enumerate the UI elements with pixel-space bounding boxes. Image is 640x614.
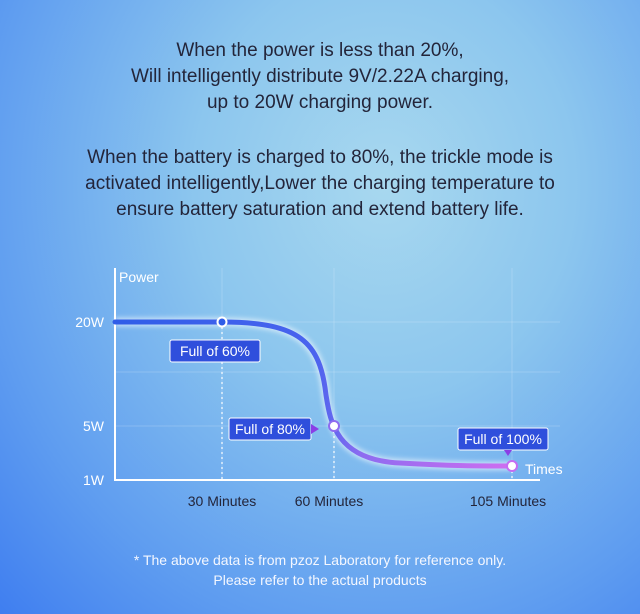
data-point — [216, 316, 228, 328]
intro-line: up to 20W charging power. — [206, 92, 434, 113]
x-tick-label: 60 Minutes — [295, 493, 363, 509]
intro-line: ensure battery saturation and extend bat… — [116, 199, 524, 220]
disclaimer-line: Please refer to the actual products — [213, 572, 427, 588]
badge-pointer — [311, 424, 319, 434]
data-point — [506, 460, 518, 472]
y-tick-label: 20W — [75, 314, 105, 330]
y-tick-label: 1W — [83, 472, 105, 488]
intro-paragraph-1: When the power is less than 20%, Will in… — [0, 38, 640, 116]
intro-line: When the battery is charged to 80%, the … — [87, 147, 553, 168]
x-tick-label: 105 Minutes — [470, 493, 546, 509]
badge-full-100: Full of 100% — [457, 427, 549, 456]
badge-label: Full of 80% — [235, 421, 305, 437]
intro-line: Will intelligently distribute 9V/2.22A c… — [130, 66, 510, 87]
badge-label: Full of 100% — [464, 431, 542, 447]
disclaimer-note: * The above data is from pzoz Laboratory… — [0, 550, 640, 590]
badge-full-60: Full of 60% — [169, 339, 261, 363]
y-axis-label: Power — [119, 269, 159, 285]
badge-full-80: Full of 80% — [228, 417, 319, 441]
x-tick-label: 30 Minutes — [188, 493, 256, 509]
x-axis-label: Times — [525, 461, 563, 477]
data-point — [328, 420, 340, 432]
axes — [114, 268, 540, 481]
disclaimer-line: * The above data is from pzoz Laboratory… — [133, 552, 507, 568]
y-tick-label: 5W — [83, 418, 105, 434]
badge-pointer — [504, 450, 512, 456]
badge-label: Full of 60% — [180, 343, 250, 359]
intro-line: When the power is less than 20%, — [176, 40, 464, 61]
intro-line: activated intelligently,Lower the chargi… — [85, 173, 555, 194]
intro-paragraph-2: When the battery is charged to 80%, the … — [0, 145, 640, 223]
